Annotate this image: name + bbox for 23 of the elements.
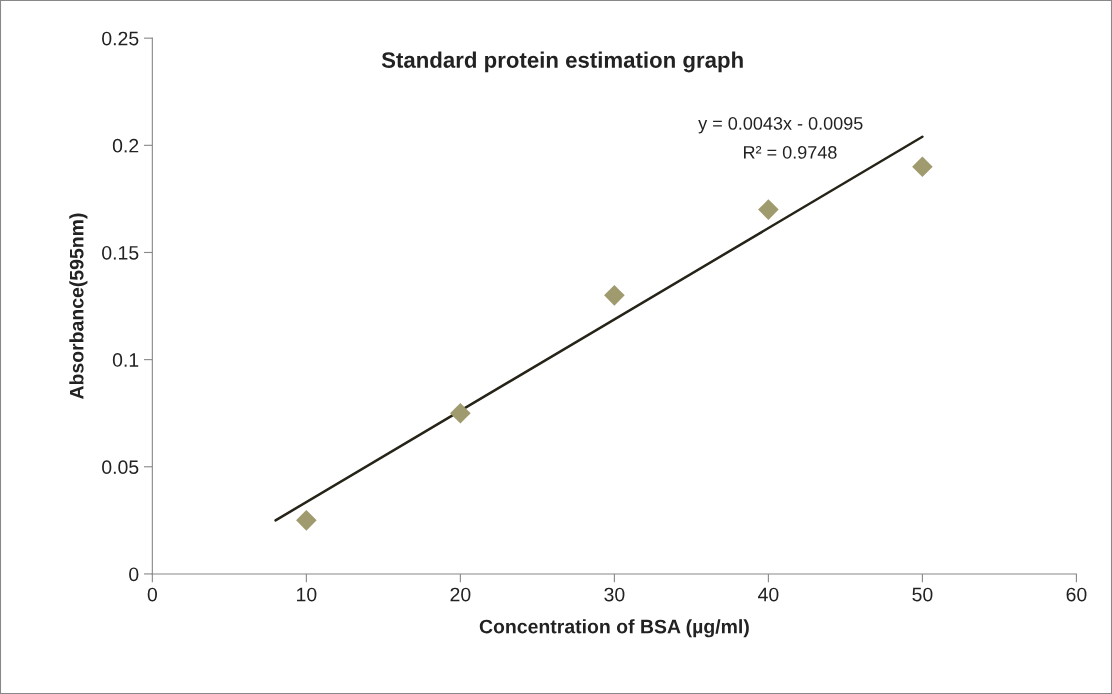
point xyxy=(758,199,779,220)
x-tick-label: 30 xyxy=(604,587,625,602)
annotation: R² = 0.9748 xyxy=(744,145,837,159)
y-axis-title: Absorbance(595nm) xyxy=(69,213,88,400)
point xyxy=(604,285,625,306)
x-tick-label: 10 xyxy=(297,587,317,602)
x-tick-label: 20 xyxy=(450,587,471,602)
point xyxy=(450,402,471,424)
x-axis-title: Concentration of BSA (µg/ml) xyxy=(479,619,749,638)
y-tick-label: 0.1 xyxy=(112,353,139,367)
y-tick-label: 0.15 xyxy=(102,245,139,260)
x-tick-label: 60 xyxy=(1066,587,1087,602)
y-tick-label: 0.2 xyxy=(112,138,139,153)
annotation: y = 0.0043x - 0.0095 xyxy=(698,117,863,134)
x-tick-label: 0 xyxy=(147,587,157,602)
y-tick-label: 0.05 xyxy=(102,460,139,475)
y-tick-label: 0 xyxy=(129,567,139,582)
x-tick-label: 50 xyxy=(912,587,933,602)
point xyxy=(912,156,933,178)
x-tick-label: 40 xyxy=(758,587,779,602)
y-tick-label: 0.25 xyxy=(102,31,139,46)
text: Standard protein estimation graph xyxy=(381,51,743,73)
point xyxy=(296,510,317,531)
